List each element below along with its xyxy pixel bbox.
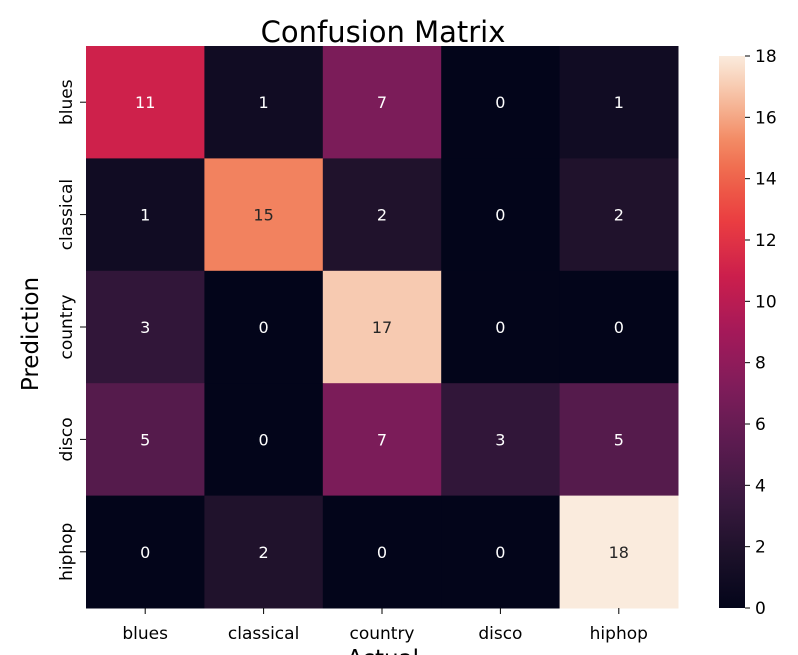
heatmap-cell-value: 1 (140, 206, 150, 225)
heatmap-cell-value: 0 (495, 206, 505, 225)
heatmap-cell (559, 495, 679, 609)
heatmap-cell-value: 0 (495, 318, 505, 337)
heatmap-cell (441, 46, 561, 159)
colorbar-tick-label: 4 (755, 476, 766, 496)
heatmap-cell-value: 0 (495, 93, 505, 112)
heatmap-cell (86, 495, 205, 609)
colorbar-tick-label: 6 (755, 415, 766, 435)
heatmap-cell (86, 383, 205, 497)
heatmap-cell (204, 270, 324, 384)
heatmap-cell-labels: 11 1 7 0 11 15 2 0 23 0 17 0 05 0 7 3 50 2 0 0 18 (135, 93, 629, 562)
heatmap-cell (204, 46, 324, 159)
heatmap-cell (204, 383, 324, 497)
heatmap-cell-value: 3 (140, 318, 150, 337)
colorbar-tick-label: 16 (755, 108, 777, 128)
chart-title: Confusion Matrix (261, 15, 506, 49)
heatmap-cell (322, 158, 442, 272)
heatmap-cell (559, 46, 679, 159)
colorbar-tick-label: 0 (755, 599, 766, 619)
heatmap-cell (559, 270, 679, 384)
heatmap-cell-value: 1 (614, 93, 624, 112)
heatmap-cell (204, 158, 324, 272)
heatmap-cell (441, 270, 561, 384)
heatmap-cell-value: 3 (495, 430, 505, 449)
heatmap-cells (86, 46, 679, 609)
heatmap-cell-value: 2 (377, 206, 387, 225)
heatmap-cell-value: 2 (614, 206, 624, 225)
heatmap-cell (441, 383, 561, 497)
x-tick-label: blues (122, 624, 168, 644)
colorbar-tick-label: 14 (755, 170, 777, 190)
y-tick-label: disco (57, 417, 77, 461)
heatmap-cell-value: 0 (140, 543, 150, 562)
heatmap-cell-value: 0 (377, 543, 387, 562)
heatmap-cell-value: 7 (377, 93, 387, 112)
heatmap-cell (441, 158, 561, 272)
x-tick-label: hiphop (590, 624, 648, 644)
x-tick-label: disco (478, 624, 522, 644)
colorbar-tick-label: 12 (755, 231, 777, 251)
heatmap-cell-value: 7 (377, 430, 387, 449)
heatmap-cell (86, 270, 205, 384)
y-axis-ticks: blues classical country disco hiphop (57, 79, 86, 581)
heatmap-cell-value: 0 (259, 430, 269, 449)
heatmap-cell-value: 0 (495, 543, 505, 562)
y-tick-label: country (57, 294, 77, 359)
heatmap-cell-value: 0 (259, 318, 269, 337)
heatmap-cell (86, 46, 205, 159)
y-tick-label: hiphop (57, 523, 77, 581)
heatmap-cell-value: 5 (140, 430, 150, 449)
colorbar-tick-label: 2 (755, 538, 766, 558)
heatmap-cell (322, 46, 442, 159)
heatmap-cell (86, 158, 205, 272)
x-axis-ticks: blues classical country disco hiphop (122, 608, 648, 644)
y-axis-label: Prediction (18, 277, 44, 391)
x-tick-label: classical (228, 624, 299, 644)
heatmap-cell (322, 383, 442, 497)
heatmap-cell-value: 17 (372, 318, 392, 337)
x-tick-label: country (349, 624, 414, 644)
heatmap-cell (559, 158, 679, 272)
heatmap-cell (204, 495, 324, 609)
heatmap-cell-value: 15 (253, 206, 273, 225)
heatmap-cell-value: 0 (614, 318, 624, 337)
colorbar-ticks: 0 2 4 6 8 10 12 14 16 18 (745, 47, 777, 619)
colorbar-tick-label: 18 (755, 47, 777, 67)
heatmap-cell (322, 270, 442, 384)
x-axis-label: Actual (347, 646, 419, 655)
colorbar-tick-label: 8 (755, 354, 766, 374)
y-tick-label: blues (57, 79, 77, 125)
heatmap-cell (559, 383, 679, 497)
heatmap-cell-value: 5 (614, 430, 624, 449)
heatmap-cell (322, 495, 442, 609)
heatmap-cell (441, 495, 561, 609)
heatmap-cell-value: 1 (259, 93, 269, 112)
heatmap-cell-value: 11 (135, 93, 155, 112)
heatmap-cell-value: 18 (609, 543, 629, 562)
heatmap-cell-value: 2 (259, 543, 269, 562)
y-tick-label: classical (57, 179, 77, 250)
colorbar (719, 56, 745, 608)
colorbar-tick-label: 10 (755, 292, 777, 312)
